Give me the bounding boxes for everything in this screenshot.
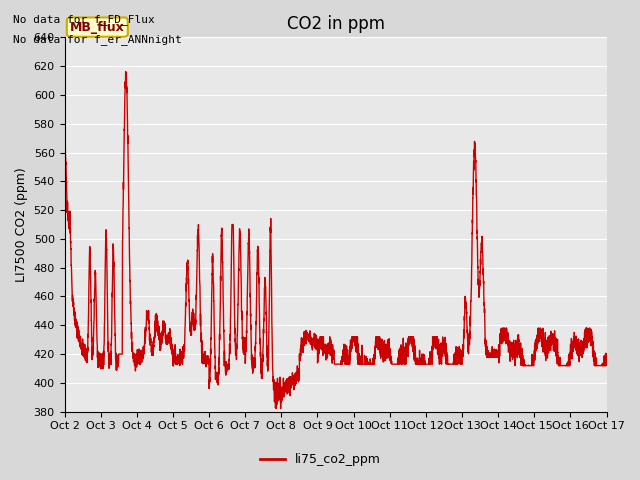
Text: No data for f_er_ANNnight: No data for f_er_ANNnight bbox=[13, 34, 182, 45]
Text: MB_flux: MB_flux bbox=[70, 21, 125, 34]
Y-axis label: LI7500 CO2 (ppm): LI7500 CO2 (ppm) bbox=[15, 167, 28, 282]
Legend: li75_co2_ppm: li75_co2_ppm bbox=[255, 448, 385, 471]
Title: CO2 in ppm: CO2 in ppm bbox=[287, 15, 385, 33]
Text: No data for f_FD_Flux: No data for f_FD_Flux bbox=[13, 14, 154, 25]
